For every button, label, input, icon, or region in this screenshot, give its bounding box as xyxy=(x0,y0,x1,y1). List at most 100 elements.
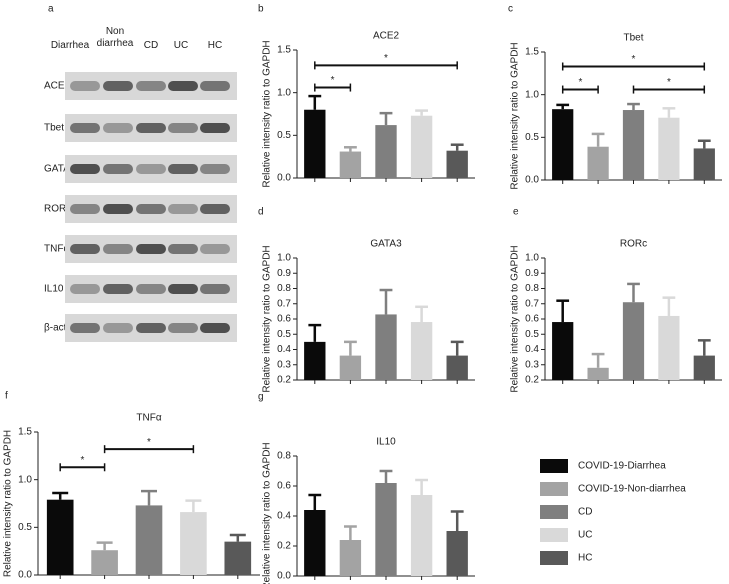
legend-swatch xyxy=(540,459,568,473)
bar xyxy=(410,322,433,380)
blot-band xyxy=(136,81,166,91)
y-tick-label: 0.9 xyxy=(277,268,291,279)
blot-column-label: Diarrhea xyxy=(50,40,90,51)
blot-column-label: Non diarrhea xyxy=(96,26,134,49)
panel-letter: e xyxy=(513,207,519,218)
y-tick-label: 1.0 xyxy=(277,253,291,264)
blot-band xyxy=(168,284,198,294)
blot-band xyxy=(136,244,166,254)
y-tick-label: 1.5 xyxy=(525,47,539,58)
panel-letter: b xyxy=(258,4,264,15)
bar xyxy=(658,315,680,380)
y-tick-label: 0.0 xyxy=(525,175,539,186)
y-tick-label: 0.8 xyxy=(525,283,539,294)
blot-row-label: RORc xyxy=(44,204,71,215)
blot-band xyxy=(103,244,133,254)
significance-label: * xyxy=(578,77,582,88)
y-tick-label: 0.8 xyxy=(277,283,291,294)
blot-band xyxy=(200,323,230,333)
blot-row-label: GATA3 xyxy=(44,164,76,175)
legend-swatch xyxy=(540,505,568,519)
blot-band xyxy=(70,81,100,91)
bar xyxy=(375,314,397,380)
blot-band xyxy=(70,284,100,294)
y-tick-label: 0.4 xyxy=(277,344,291,355)
blot-band xyxy=(103,323,133,333)
blot-row-label: β-action xyxy=(44,323,80,334)
bar xyxy=(446,531,468,576)
y-tick-label: 0.4 xyxy=(525,344,539,355)
y-tick-label: 0.2 xyxy=(277,541,291,552)
y-axis-label: Relative intensity ratio to GAPDH xyxy=(510,42,521,189)
bar xyxy=(658,117,680,180)
significance-label: * xyxy=(667,77,671,88)
significance-label: * xyxy=(80,455,84,466)
y-tick-label: 0.6 xyxy=(277,481,291,492)
blot-band xyxy=(136,323,166,333)
bar xyxy=(552,109,574,180)
y-tick-label: 0.7 xyxy=(277,298,291,309)
blot-band xyxy=(168,244,198,254)
blot-row-label: IL10 xyxy=(44,284,64,295)
chart-title: RORc xyxy=(620,239,647,250)
chart-title: GATA3 xyxy=(370,239,402,250)
y-axis-label: Relative intensity ratio to GAPDH xyxy=(262,40,273,187)
blot-band xyxy=(103,284,133,294)
significance-label: * xyxy=(632,54,636,65)
blot-row-label: ACE2 xyxy=(44,81,71,92)
bar xyxy=(446,150,468,178)
y-tick-label: 0.4 xyxy=(277,511,291,522)
blot-band xyxy=(103,204,133,214)
y-tick-label: 0.2 xyxy=(525,375,539,386)
bar xyxy=(224,541,252,575)
bar xyxy=(304,510,326,576)
blot-column-label: UC xyxy=(173,40,189,51)
y-axis-label: Relative intensity ratio to GAPDH xyxy=(510,245,521,392)
y-tick-label: 0.5 xyxy=(525,329,539,340)
y-tick-label: 1.5 xyxy=(18,427,32,438)
blot-column-label: CD xyxy=(143,40,159,51)
blot-band xyxy=(200,284,230,294)
y-tick-label: 0.7 xyxy=(525,298,539,309)
bar xyxy=(304,109,326,178)
y-tick-label: 0.6 xyxy=(525,314,539,325)
blot-band xyxy=(70,204,100,214)
bar xyxy=(375,483,397,576)
legend-label: HC xyxy=(578,553,592,564)
blot-band xyxy=(136,123,166,133)
y-tick-label: 0.3 xyxy=(525,359,539,370)
blot-band xyxy=(136,164,166,174)
blot-band xyxy=(168,123,198,133)
legend-swatch xyxy=(540,551,568,565)
y-tick-label: 0.0 xyxy=(277,173,291,184)
bar xyxy=(375,125,397,178)
bar xyxy=(693,148,715,180)
blot-band xyxy=(168,81,198,91)
bar xyxy=(135,505,163,575)
blot-band xyxy=(200,164,230,174)
blot-band xyxy=(200,204,230,214)
blot-band xyxy=(168,204,198,214)
y-tick-label: 0.5 xyxy=(525,132,539,143)
bar xyxy=(304,341,326,380)
y-tick-label: 0.2 xyxy=(277,375,291,386)
y-tick-label: 0.3 xyxy=(277,359,291,370)
legend-label: COVID-19-Diarrhea xyxy=(578,461,666,472)
panel-letter: g xyxy=(258,392,264,403)
legend-swatch xyxy=(540,482,568,496)
y-tick-label: 0.8 xyxy=(277,451,291,462)
y-tick-label: 1.5 xyxy=(277,45,291,56)
legend-swatch xyxy=(540,528,568,542)
y-tick-label: 0.5 xyxy=(277,130,291,141)
blot-band xyxy=(70,244,100,254)
y-tick-label: 1.0 xyxy=(525,253,539,264)
significance-label: * xyxy=(384,53,388,64)
bar xyxy=(410,115,433,178)
bar xyxy=(587,367,609,380)
panel-letter: f xyxy=(5,391,8,402)
blot-band xyxy=(70,323,100,333)
y-axis-label: Relative intensity ratio to GAPDH xyxy=(3,430,14,577)
bar xyxy=(622,302,645,380)
